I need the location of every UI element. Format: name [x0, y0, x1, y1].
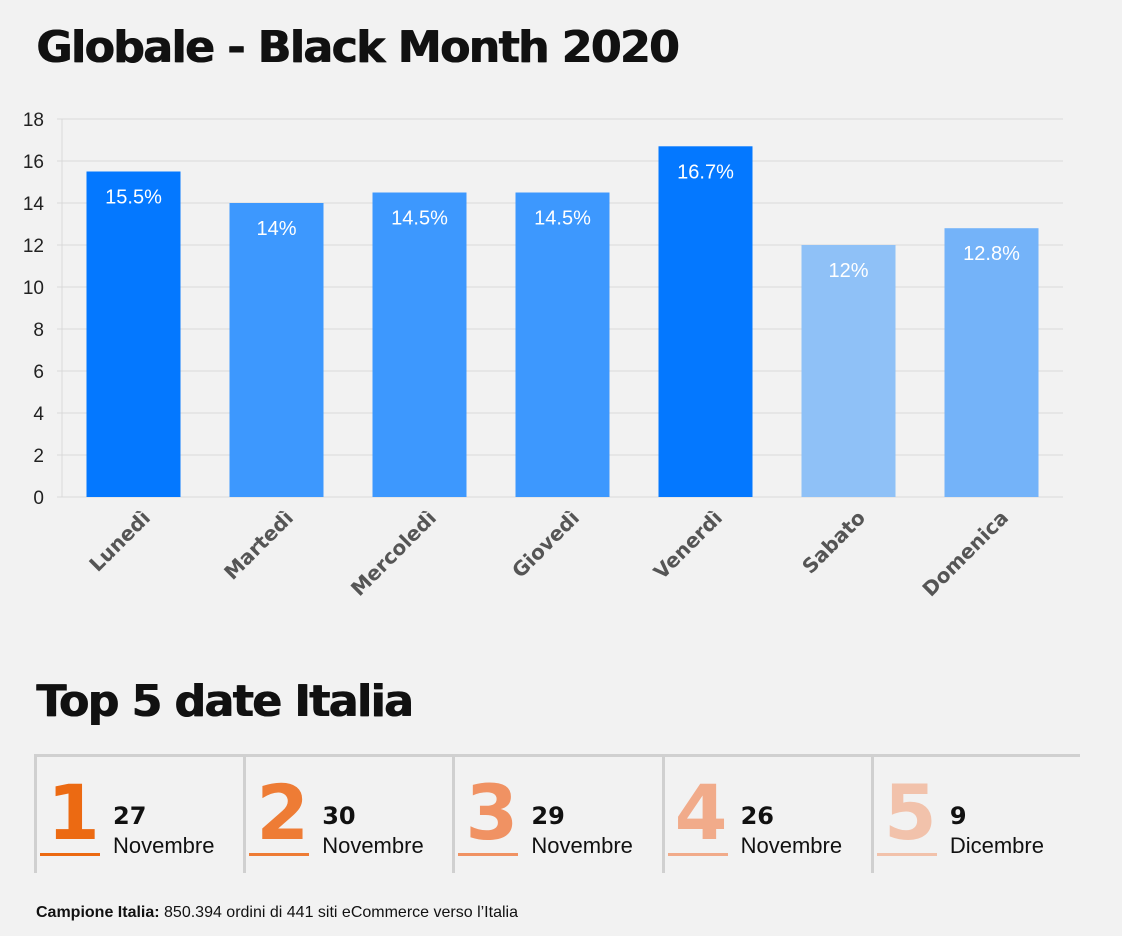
date-month: Novembre	[740, 833, 843, 858]
top5-item: 3 29 Novembre	[452, 757, 661, 873]
bar	[229, 203, 324, 497]
rank-underline	[40, 853, 100, 856]
rank-underline	[458, 853, 519, 856]
top5-item: 4 26 Novembre	[661, 757, 871, 873]
x-tick-label: Lunedì	[84, 506, 155, 577]
rank-number: 4	[674, 768, 728, 857]
rank-underline	[876, 853, 937, 856]
footnote: Campione Italia: 850.394 ordini di 441 s…	[36, 902, 518, 924]
y-tick-label: 0	[33, 488, 44, 509]
bar-value-label: 14.5%	[534, 208, 591, 230]
y-tick-label: 12	[23, 236, 44, 257]
date-month: Novembre	[113, 833, 215, 858]
chart-title: Globale - Black Month 2020	[36, 22, 679, 73]
bar-value-label: 15.5%	[105, 187, 162, 209]
date-month: Novembre	[531, 833, 633, 858]
date-day: 27	[113, 802, 147, 830]
x-tick-label: Mercoledì	[346, 506, 441, 601]
bar-value-label: 14.5%	[391, 208, 448, 230]
rank-number: 5	[883, 768, 937, 857]
y-tick-label: 16	[23, 152, 44, 173]
bar-value-label: 16.7%	[677, 161, 734, 183]
footnote-text: 850.394 ordini di 441 siti eCommerce ver…	[159, 904, 518, 921]
rank-underline	[667, 853, 728, 856]
rank-number: 1	[47, 768, 100, 857]
top5-item: 1 27 Novembre	[34, 757, 243, 873]
date-day: 9	[949, 802, 967, 830]
bar	[515, 192, 610, 497]
bar-data-labels: 15.5% 14% 14.5% 14.5% 16.7% 12% 12.8%	[105, 161, 1020, 282]
y-tick-label: 2	[33, 446, 44, 467]
rank-underline	[249, 853, 310, 856]
x-tick-label: Domenica	[917, 506, 1013, 602]
rank-number: 2	[256, 768, 309, 857]
rank-number: 3	[465, 768, 518, 857]
y-tick-label: 8	[33, 320, 44, 341]
y-tick-label: 4	[33, 404, 44, 425]
x-tick-label: Giovedì	[507, 506, 584, 583]
bar	[86, 171, 181, 497]
x-tick-label: Martedì	[219, 506, 298, 585]
y-axis: 0 2 4 6 8 10 12 14 16 18	[23, 110, 63, 509]
bars	[86, 146, 1039, 498]
bar	[658, 146, 753, 498]
bar	[801, 245, 896, 497]
top5-item: 5 9 Dicembre	[870, 757, 1080, 873]
date-day: 26	[740, 802, 775, 830]
top5-table: 1 27 Novembre 2 30 Novembre 3 29 Novembr…	[34, 754, 1080, 875]
date-day: 30	[322, 802, 356, 830]
top5-item: 2 30 Novembre	[243, 757, 452, 873]
footnote-label: Campione Italia:	[36, 904, 160, 921]
x-tick-label: Venerdì	[649, 506, 727, 584]
date-month: Dicembre	[949, 833, 1044, 858]
x-axis: Lunedì Martedì Mercoledì Giovedì Venerdì Saba…	[84, 506, 1013, 602]
date-month: Novembre	[322, 833, 424, 858]
top5-heading: Top 5 date Italia	[36, 676, 413, 727]
y-tick-label: 6	[33, 362, 44, 383]
bar	[372, 192, 467, 497]
bar-value-label: 12.8%	[963, 243, 1020, 265]
date-day: 29	[531, 802, 565, 830]
bar-value-label: 12%	[828, 260, 868, 282]
y-tick-label: 18	[23, 110, 44, 131]
y-tick-label: 10	[23, 278, 44, 299]
bar	[944, 228, 1039, 497]
bar-value-label: 14%	[256, 218, 296, 240]
x-tick-label: Sabato	[797, 506, 870, 579]
y-tick-label: 14	[23, 194, 45, 215]
